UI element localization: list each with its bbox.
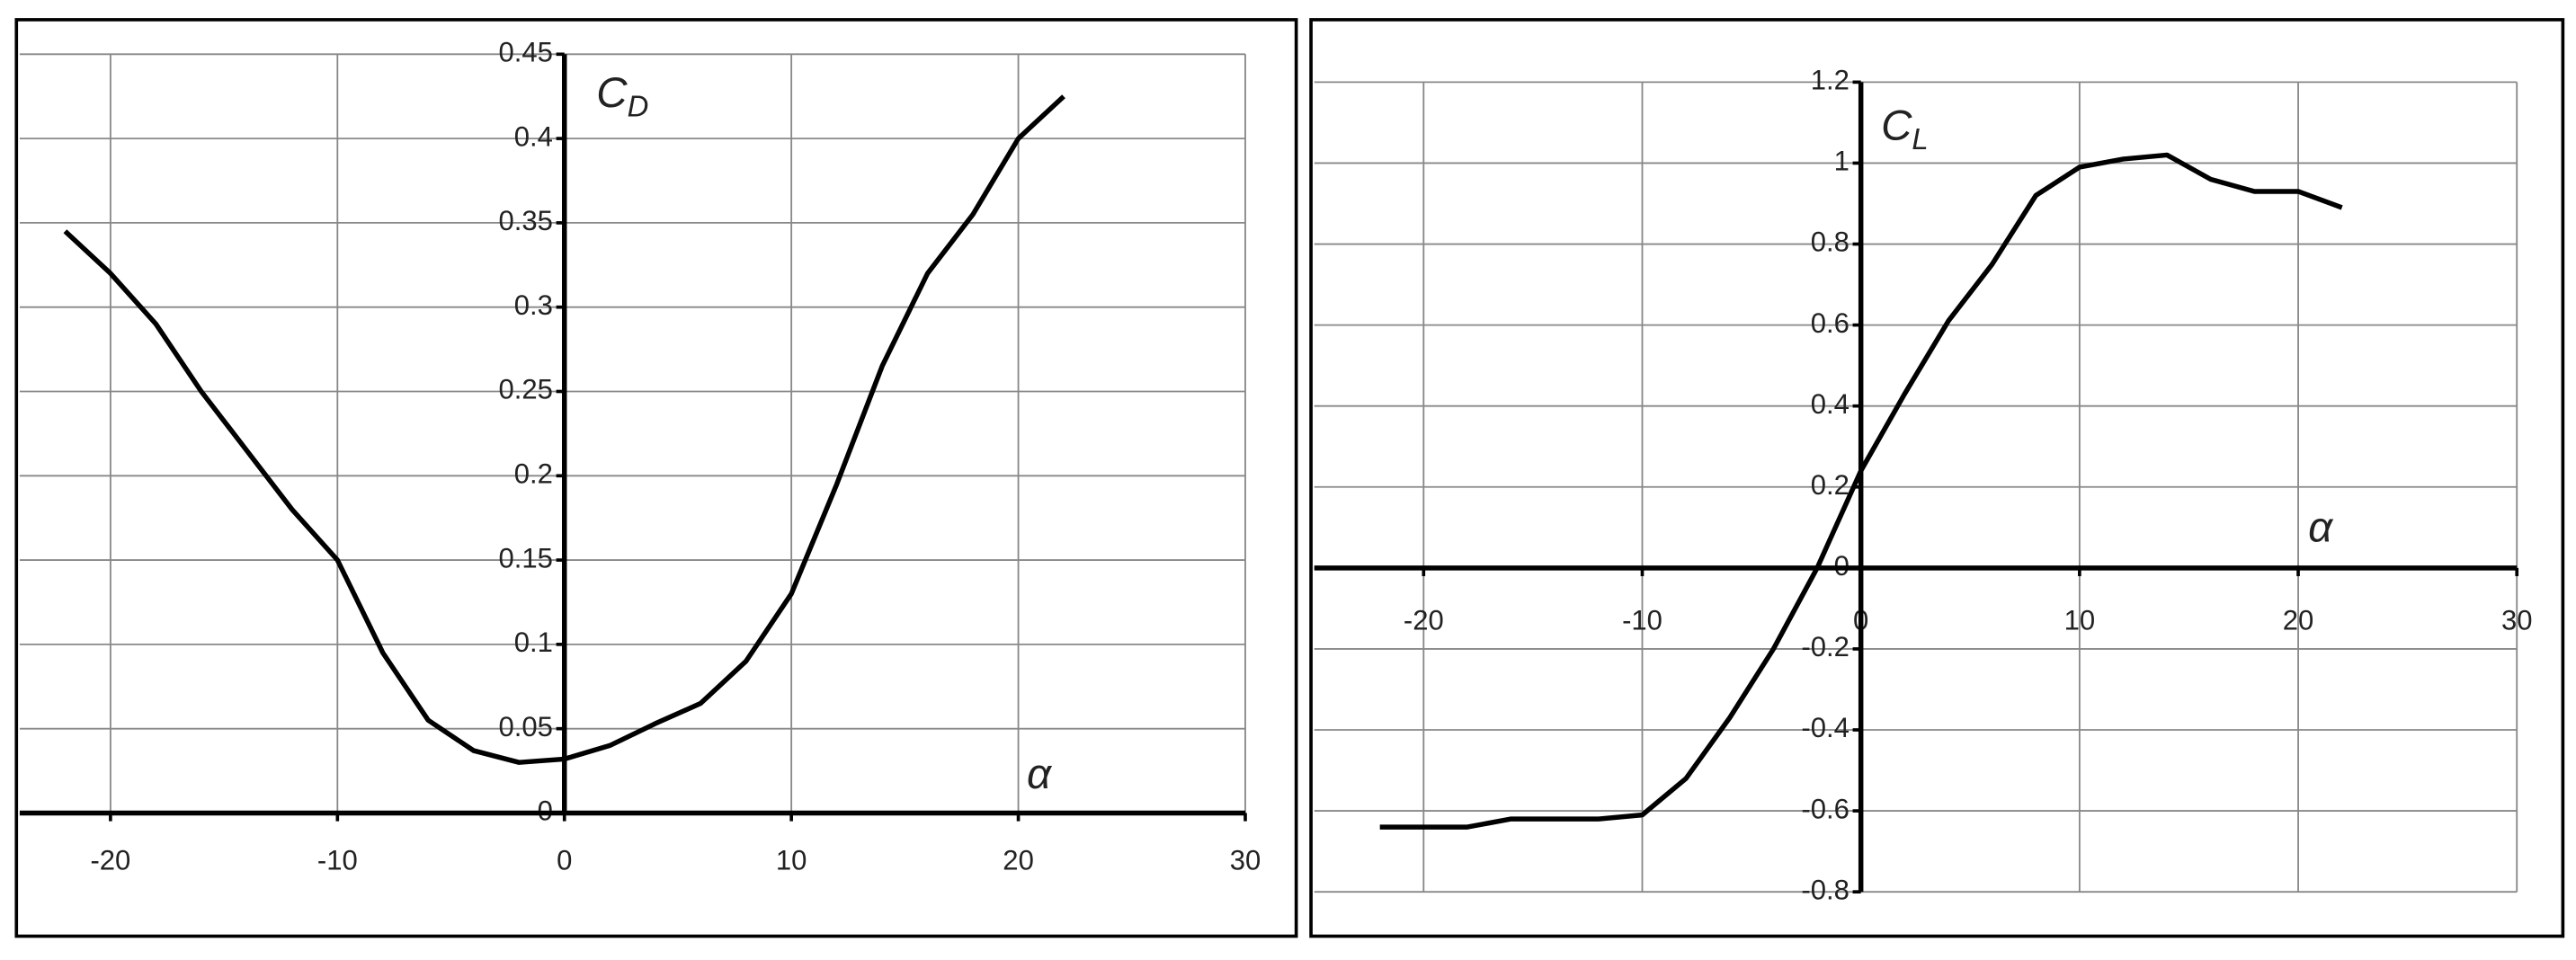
x-tick-label: 20 xyxy=(2283,604,2314,636)
x-tick-label: 10 xyxy=(776,844,807,876)
y-tick-label: 0.25 xyxy=(499,374,553,405)
x-tick-label: 30 xyxy=(2501,604,2533,636)
y-axis-label-sub: D xyxy=(628,89,649,122)
x-tick-label: 30 xyxy=(1230,844,1261,876)
data-line xyxy=(63,94,1065,765)
y-tick-label: 0.6 xyxy=(1811,307,1850,339)
y-axis-label: CL xyxy=(1881,102,1929,156)
y-tick-label: 0.2 xyxy=(1811,469,1850,501)
y-tick-label: -0.4 xyxy=(1801,712,1850,743)
x-tick-label: -10 xyxy=(317,844,358,876)
left-frame xyxy=(14,18,1298,938)
y-axis-label: CD xyxy=(596,69,648,123)
y-tick-label: 0.3 xyxy=(514,289,553,321)
x-tick-label: -20 xyxy=(90,844,130,876)
right-frame xyxy=(1309,18,2565,938)
y-tick-label: 0.1 xyxy=(514,627,553,658)
x-axis-label: α xyxy=(1027,751,1053,798)
y-tick-label: 0.15 xyxy=(499,542,553,573)
x-tick-label: -20 xyxy=(1404,604,1444,636)
y-tick-label: -0.2 xyxy=(1801,631,1850,662)
y-tick-label: 0.4 xyxy=(514,120,553,152)
x-axis-label: α xyxy=(2308,504,2334,552)
data-line xyxy=(1379,152,2343,830)
y-tick-label: -0.8 xyxy=(1801,874,1850,905)
y-tick-label: 0.35 xyxy=(499,205,553,236)
y-tick-label: 0.4 xyxy=(1811,388,1850,420)
y-axis-label-main: C xyxy=(596,69,628,117)
y-axis-label-sub: L xyxy=(1912,122,1928,156)
x-tick-label: -10 xyxy=(1622,604,1662,636)
y-tick-label: 0.45 xyxy=(499,37,553,68)
x-tick-label: 0 xyxy=(557,844,572,876)
y-tick-label: 0.2 xyxy=(514,458,553,489)
y-tick-label: -0.6 xyxy=(1801,793,1850,824)
y-tick-label: 1.2 xyxy=(1811,65,1850,96)
y-axis-label-main: C xyxy=(1881,102,1912,149)
y-tick-label: 0.8 xyxy=(1811,227,1850,258)
y-tick-label: 0.05 xyxy=(499,711,553,742)
x-tick-label: 10 xyxy=(2064,604,2096,636)
x-tick-label: 20 xyxy=(1003,844,1034,876)
y-tick-label: 1 xyxy=(1834,146,1850,177)
